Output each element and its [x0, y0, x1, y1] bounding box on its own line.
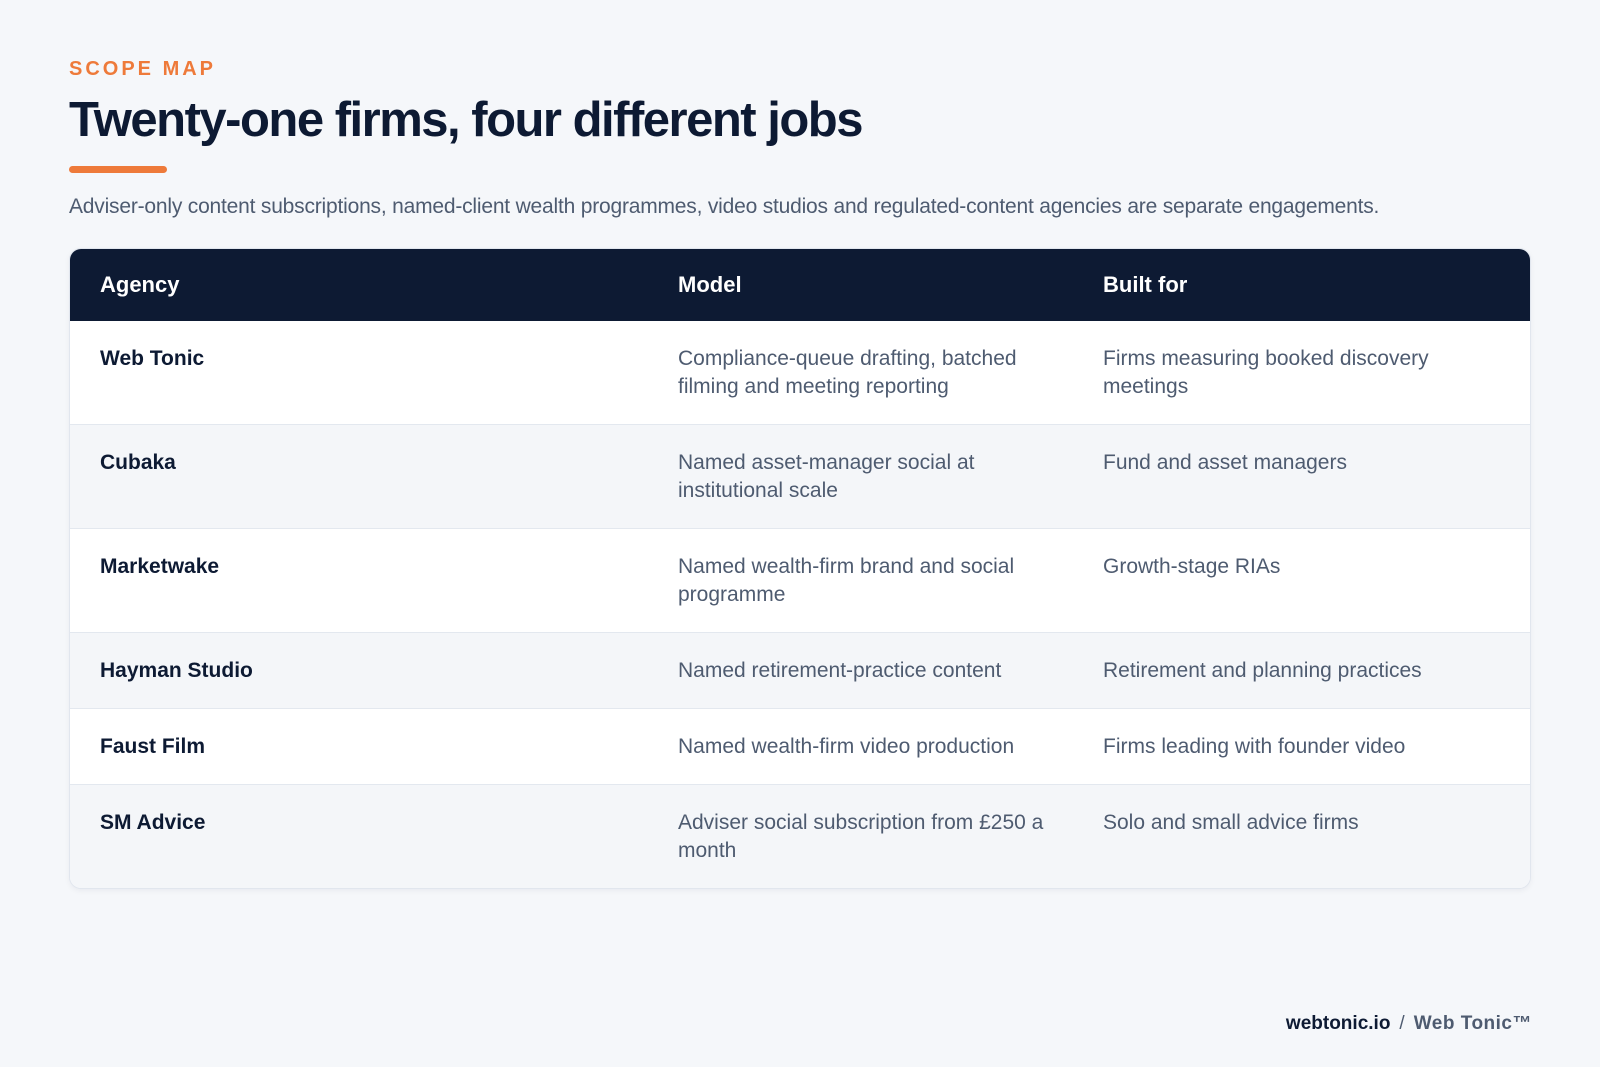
agency-cell: Web Tonic	[100, 347, 205, 370]
page-title: Twenty-one firms, four different jobs	[69, 93, 863, 147]
table-row: Web Tonic Compliance-queue drafting, bat…	[70, 321, 1530, 425]
table-body: Web Tonic Compliance-queue drafting, bat…	[70, 321, 1530, 888]
page-subtitle: Adviser-only content subscriptions, name…	[69, 195, 1380, 218]
built-for-cell: Solo and small advice firms	[1103, 811, 1359, 834]
built-for-cell: Growth-stage RIAs	[1103, 555, 1281, 578]
footer-domain: webtonic.io	[1285, 1013, 1391, 1034]
column-header-built-for: Built for	[1103, 272, 1188, 297]
footer-credit: webtonic.io / Web Tonic™	[1286, 1013, 1532, 1035]
model-cell: Named asset-manager social at institutio…	[678, 451, 975, 502]
scope-table-card: Agency Model Built for Web Tonic Complia…	[69, 248, 1531, 889]
model-cell: Named retirement-practice content	[678, 659, 1002, 682]
title-accent-rule	[69, 166, 167, 173]
agency-cell: SM Advice	[100, 811, 206, 834]
column-header-model: Model	[678, 272, 742, 297]
section-eyebrow: SCOPE MAP	[69, 58, 217, 80]
footer-brand: Web Tonic™	[1413, 1013, 1532, 1034]
built-for-cell: Fund and asset managers	[1103, 451, 1347, 474]
agency-cell: Hayman Studio	[100, 659, 253, 682]
table-header: Agency Model Built for	[70, 249, 1530, 321]
model-cell: Named wealth-firm brand and social progr…	[678, 555, 1015, 606]
built-for-cell: Firms leading with founder video	[1103, 735, 1406, 758]
scope-table: Agency Model Built for Web Tonic Complia…	[70, 249, 1530, 888]
built-for-cell: Retirement and planning practices	[1103, 659, 1422, 682]
model-cell: Compliance-queue drafting, batched filmi…	[678, 347, 1017, 398]
table-row: Faust Film Named wealth-firm video produ…	[70, 708, 1530, 785]
table-header-row: Agency Model Built for	[70, 249, 1530, 321]
agency-cell: Faust Film	[100, 735, 206, 758]
footer-separator: /	[1399, 1013, 1405, 1034]
table-row: SM Advice Adviser social subscription fr…	[70, 784, 1530, 888]
agency-cell: Marketwake	[100, 555, 220, 578]
column-header-agency: Agency	[100, 272, 180, 297]
model-cell: Named wealth-firm video production	[678, 735, 1015, 758]
table-row: Cubaka Named asset-manager social at ins…	[70, 424, 1530, 529]
table-row: Marketwake Named wealth-firm brand and s…	[70, 528, 1530, 633]
built-for-cell: Firms measuring booked discovery meeting…	[1103, 347, 1429, 398]
table-row: Hayman Studio Named retirement-practice …	[70, 632, 1530, 709]
agency-cell: Cubaka	[100, 451, 176, 474]
model-cell: Adviser social subscription from £250 a …	[678, 811, 1044, 862]
